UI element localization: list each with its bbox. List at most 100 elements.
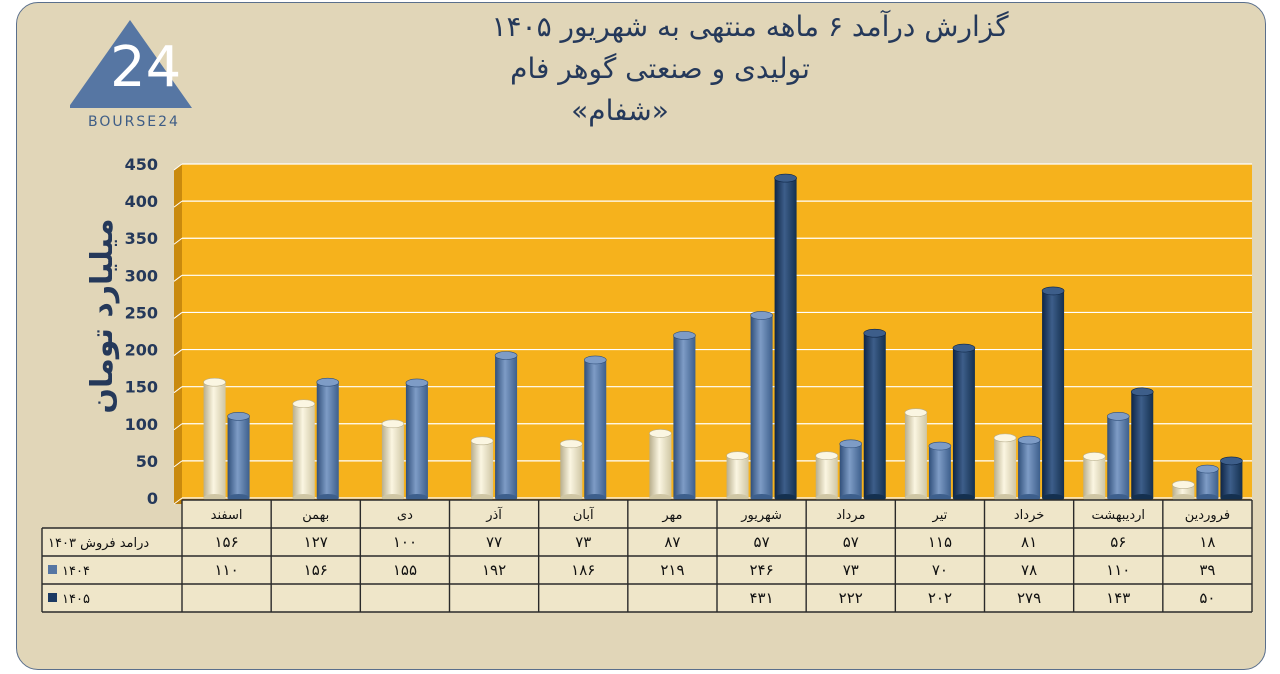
bar-top [774,173,797,183]
bar-top [839,439,863,449]
bar [994,437,1017,498]
bar-top [952,343,976,353]
category-label: آذر [485,506,503,523]
y-tick-label: 200 [125,341,158,360]
data-value-label: ۷۳ [843,561,859,579]
y-tick-label: 400 [125,192,158,211]
gridline-wall [173,163,183,171]
bar [1042,290,1065,498]
data-value-label: ۲۴۶ [749,561,773,579]
bar [1196,469,1219,498]
data-value-label: ۱۰۰ [393,533,417,551]
bar [1083,456,1106,498]
bar-top [1130,387,1154,397]
bar [1018,440,1041,498]
company-name: تولیدی و صنعتی گوهر فام [510,52,810,85]
gridline-wall [173,237,183,245]
logo-mark: 24 [110,35,181,100]
data-value-label: ۱۹۲ [482,561,506,579]
bar-top [1106,412,1130,421]
data-value-label: ۱۸۶ [571,561,595,579]
bar [292,403,315,498]
data-value-label: ۲۲۲ [839,589,863,607]
bar-top [494,351,518,360]
data-table-legend-bg [42,528,182,612]
bar-top [649,429,672,438]
y-tick-label: 450 [125,155,158,174]
data-value-label: ۴۳۱ [749,589,773,607]
data-value-label: ۵۰ [1199,589,1215,607]
gridline-wall [173,423,183,431]
bar [471,440,494,498]
ticker-symbol: «شفام» [571,94,669,127]
data-value-label: ۲۷۹ [1017,589,1041,607]
data-value-label: ۱۸ [1199,533,1215,551]
data-value-label: ۱۵۶ [214,533,238,551]
bar [839,443,862,498]
bar [952,348,975,498]
bar-top [750,311,773,320]
legend-swatch [48,593,57,602]
y-tick-label: 350 [125,229,158,248]
y-tick-label: 150 [125,378,158,397]
legend-series-name: درامد فروش ۱۴۰۳ [48,536,149,551]
data-value-label: ۸۷ [664,533,680,551]
plot-side-wall [174,164,182,504]
y-tick-label: 0 [147,489,158,508]
bar [1107,416,1130,498]
bar [227,416,250,498]
y-tick-label: 300 [125,266,158,285]
bar-top [1041,286,1065,296]
bar-top [583,355,607,365]
gridline-wall [173,349,183,356]
data-value-label: ۷۳ [575,533,591,551]
gridline-wall [173,312,183,319]
data-value-label: ۱۲۷ [304,533,328,551]
bar [928,446,951,498]
bar-top [203,377,226,387]
category-label: آبان [573,506,595,523]
data-value-label: ۵۶ [1110,533,1126,551]
category-label: بهمن [302,508,329,523]
bar [1131,391,1154,498]
data-value-label: ۲۰۲ [928,589,952,607]
bar-top [381,419,405,429]
data-value-label: ۳۹ [1199,561,1215,579]
category-label: تیر [932,508,948,523]
data-value-label: ۱۱۰ [214,561,238,579]
category-label: اردیبهشت [1091,508,1145,523]
category-label: اسفند [211,508,243,523]
bar [381,423,404,498]
y-tick-label: 250 [125,303,158,322]
legend-swatch [48,565,57,574]
bar-top [292,399,316,409]
data-value-label: ۱۵۵ [393,561,417,579]
category-label: فروردین [1185,508,1230,523]
bar-top [726,451,749,460]
bar-top [1017,435,1041,445]
bar [726,455,749,498]
gridline-wall [173,497,183,505]
data-value-label: ۱۱۰ [1106,561,1130,579]
legend-series-name: ۱۴۰۵ [62,592,90,607]
gridline-wall [173,386,183,394]
bar [584,359,607,498]
category-label: مرداد [836,508,865,523]
bar [560,443,583,498]
data-value-label: ۵۷ [843,533,859,551]
data-value-label: ۷۸ [1021,561,1037,579]
bar [405,382,428,498]
bar [774,178,797,498]
bar [316,382,339,498]
bar [203,382,226,498]
bar-top [1196,464,1219,474]
bar-top [1220,456,1243,466]
bar-top [673,331,696,340]
category-label: خرداد [1014,508,1044,523]
y-tick-label: 50 [136,452,158,471]
bar [750,315,773,498]
data-value-label: ۷۰ [932,561,948,579]
bar-top [1172,480,1195,489]
data-value-label: ۱۵۶ [304,561,328,579]
data-value-label: ۸۱ [1021,533,1037,551]
